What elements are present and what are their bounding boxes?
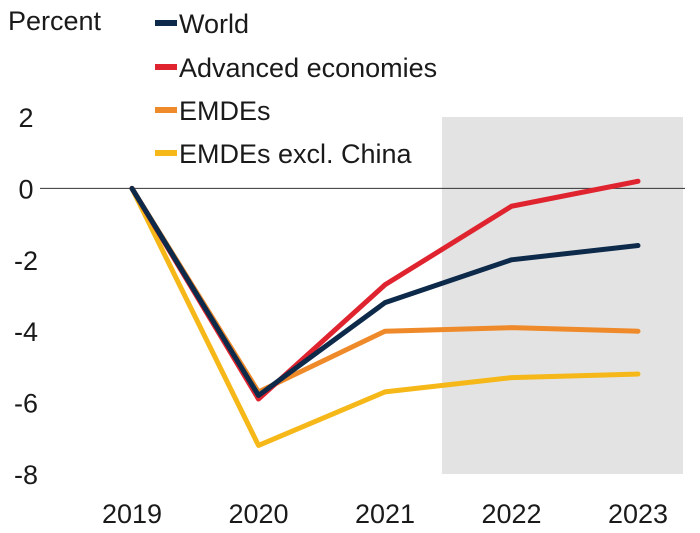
- legend-label: World: [179, 9, 249, 39]
- legend-label: Advanced economies: [179, 53, 437, 83]
- legend-label: EMDEs: [179, 96, 271, 126]
- y-axis-label: Percent: [8, 6, 102, 36]
- x-axis-ticks: 2019 2020 2021 2022 2023: [102, 499, 668, 529]
- series-line-emdes-excl-china: [129, 185, 641, 448]
- y-tick-label: -8: [14, 460, 38, 490]
- x-tick-label: 2023: [608, 499, 668, 529]
- x-tick-label: 2020: [228, 499, 288, 529]
- y-tick-label: 2: [18, 103, 33, 133]
- x-tick-label: 2022: [481, 499, 541, 529]
- legend-item: Advanced economies: [155, 53, 437, 83]
- series-line-world: [129, 185, 641, 398]
- x-tick-label: 2021: [355, 499, 415, 529]
- x-tick-label: 2019: [102, 499, 162, 529]
- legend-item: EMDEs: [155, 96, 271, 126]
- legend-label: EMDEs excl. China: [179, 139, 413, 169]
- y-tick-label: -2: [14, 246, 38, 276]
- y-tick-label: 0: [18, 174, 33, 204]
- legend-item: EMDEs excl. China: [155, 139, 413, 169]
- series-lines: [129, 178, 641, 448]
- legend: World Advanced economies EMDEs EMDEs excl. …: [155, 9, 437, 169]
- y-tick-label: -6: [14, 389, 38, 419]
- y-axis-ticks: 2 0 -2 -4 -6 -8: [14, 103, 38, 490]
- legend-item: World: [155, 9, 249, 39]
- y-tick-label: -4: [14, 317, 38, 347]
- shaded-region-rect: [441, 117, 683, 474]
- projection-shaded-region: [441, 117, 683, 474]
